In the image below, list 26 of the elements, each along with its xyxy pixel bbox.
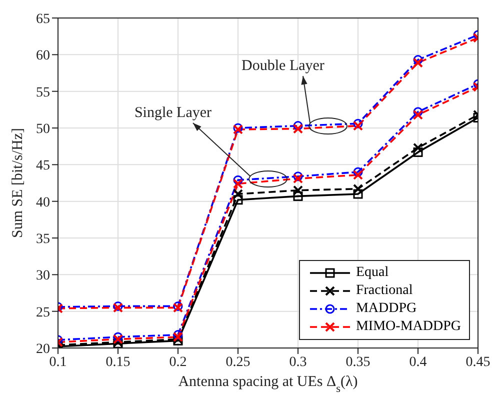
y-tick-label: 55 [36, 85, 50, 100]
y-tick-label: 35 [36, 232, 50, 247]
y-tick-label: 30 [36, 268, 50, 284]
y-tick-label: 20 [36, 342, 50, 357]
y-tick-label: 50 [36, 122, 50, 137]
annotation: Single Layer [134, 105, 212, 121]
x-axis-title: Antenna spacing at UEs Δ$_{s}$(λ) [178, 374, 358, 395]
x-tick-label: 0.45 [466, 354, 490, 370]
legend-label: MIMO-MADDPG [356, 318, 461, 336]
x-tick-label: 0.15 [106, 354, 130, 370]
y-tick-label: 40 [36, 195, 50, 210]
x-tick-label: 0.4 [409, 354, 427, 370]
y-axis-title: Sum SE [bit/s/Hz] [10, 128, 26, 238]
x-tick-label: 0.35 [346, 354, 370, 370]
legend-label: MADDPG [356, 300, 417, 318]
legend-label: Fractional [356, 282, 413, 300]
x-tick-label: 0.2 [169, 354, 187, 370]
y-tick-label: 60 [36, 48, 50, 64]
y-tick-label: 25 [36, 305, 50, 320]
y-tick-label: 45 [36, 158, 50, 174]
x-tick-label: 0.1 [49, 354, 67, 370]
annotation: Double Layer [242, 58, 324, 74]
y-tick-label: 65 [36, 12, 50, 27]
x-tick-label: 0.25 [226, 354, 250, 370]
legend-label: Equal [356, 264, 389, 282]
x-tick-label: 0.3 [289, 354, 307, 370]
